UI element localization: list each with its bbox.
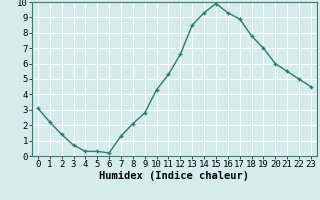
X-axis label: Humidex (Indice chaleur): Humidex (Indice chaleur) [100, 171, 249, 181]
